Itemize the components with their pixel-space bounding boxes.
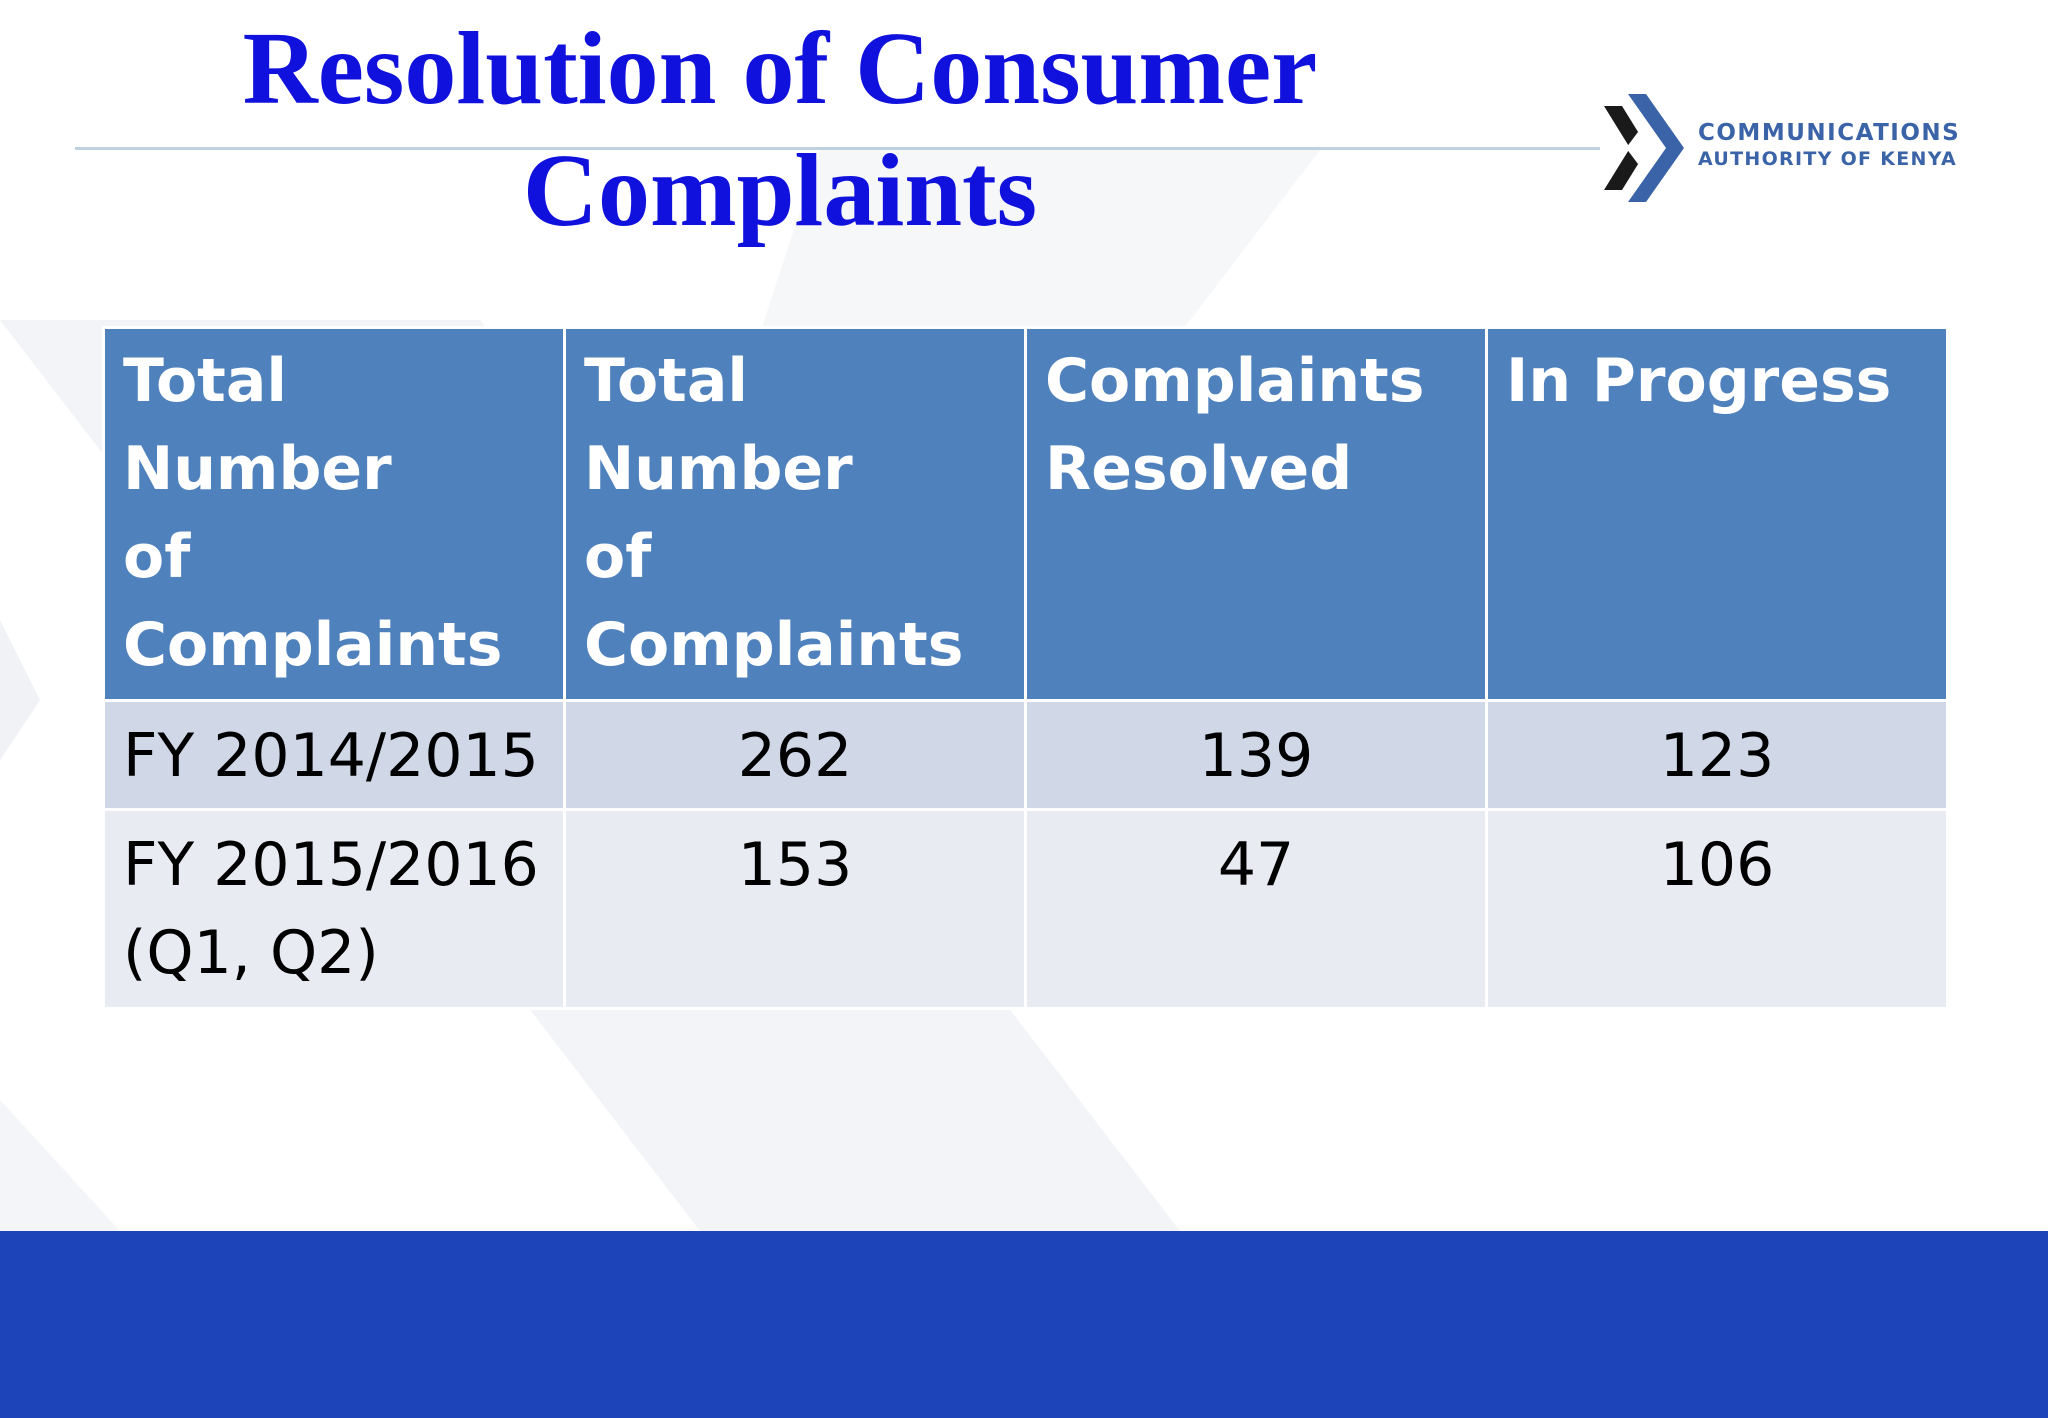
header-text: Complaints xyxy=(584,610,964,680)
slide-title: Resolution of Consumer Complaints xyxy=(120,8,1440,252)
header-cell: Complaints Resolved xyxy=(1024,326,1488,702)
resolved-cell: 47 xyxy=(1024,808,1488,1010)
period-text: (Q1, Q2) xyxy=(123,918,379,988)
header-cell: Total Number of Complaints xyxy=(563,326,1027,702)
total-complaints-cell: 153 xyxy=(563,808,1027,1010)
header-text: of xyxy=(584,522,652,592)
header-text: Total Number xyxy=(584,346,853,504)
slide-title-line-1: Resolution of Consumer xyxy=(242,11,1318,126)
table-row: FY 2014/2015 262 139 123 xyxy=(102,699,1949,811)
header-text: Complaints xyxy=(1045,346,1425,416)
table-row: FY 2015/2016 (Q1, Q2) 153 47 106 xyxy=(102,808,1949,1010)
in-progress-cell: 106 xyxy=(1485,808,1949,1010)
header-text: of xyxy=(123,522,191,592)
period-text: FY 2014/2015 xyxy=(123,721,539,791)
total-complaints-cell: 262 xyxy=(563,699,1027,811)
header-text: In Progress xyxy=(1506,346,1892,416)
header-text: Complaints xyxy=(123,610,503,680)
header-cell: Total Number of Complaints xyxy=(102,326,566,702)
logo-text-line-1: COMMUNICATIONS xyxy=(1698,120,1961,146)
title-divider xyxy=(75,147,1600,150)
ca-kenya-logo-icon xyxy=(1604,94,1684,202)
header-cell: In Progress xyxy=(1485,326,1949,702)
in-progress-cell: 123 xyxy=(1485,699,1949,811)
complaints-table: Total Number of Complaints Total Number … xyxy=(102,326,1949,1010)
header-text: Total Number xyxy=(123,346,392,504)
period-cell: FY 2015/2016 (Q1, Q2) xyxy=(102,808,566,1010)
period-cell: FY 2014/2015 xyxy=(102,699,566,811)
logo-text-line-2: AUTHORITY OF KENYA xyxy=(1698,148,1957,170)
footer-band xyxy=(0,1231,2048,1418)
header-text: Resolved xyxy=(1045,434,1353,504)
slide-title-line-2: Complaints xyxy=(522,133,1038,248)
table-header-row: Total Number of Complaints Total Number … xyxy=(102,326,1949,702)
communications-authority-logo: COMMUNICATIONS AUTHORITY OF KENYA xyxy=(1604,94,1984,204)
resolved-cell: 139 xyxy=(1024,699,1488,811)
period-text: FY 2015/2016 xyxy=(123,830,539,900)
